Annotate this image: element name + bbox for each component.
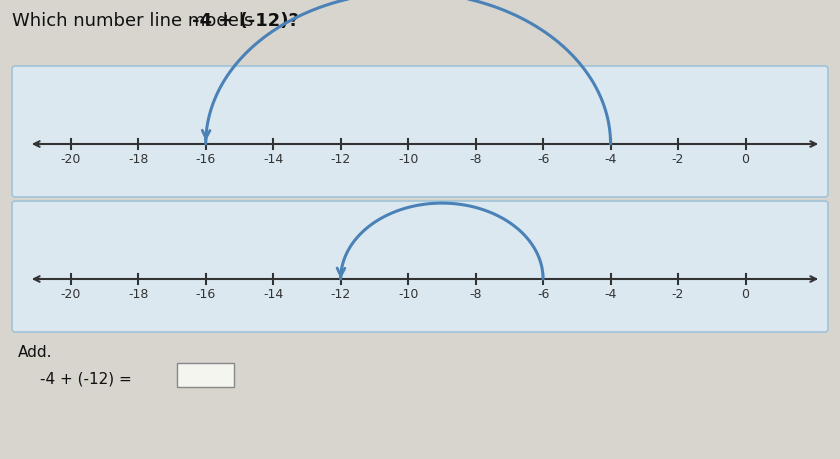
- Text: -16: -16: [196, 153, 216, 166]
- Text: -6: -6: [537, 287, 549, 300]
- FancyBboxPatch shape: [177, 363, 234, 387]
- Text: -8: -8: [470, 153, 482, 166]
- Text: -18: -18: [128, 153, 149, 166]
- Text: -8: -8: [470, 287, 482, 300]
- Text: -4: -4: [604, 153, 617, 166]
- Text: -4 + (-12) =: -4 + (-12) =: [40, 371, 132, 386]
- Text: -20: -20: [60, 287, 81, 300]
- Text: -6: -6: [537, 153, 549, 166]
- Text: -2: -2: [672, 153, 685, 166]
- Text: -14: -14: [263, 153, 283, 166]
- Text: 0: 0: [742, 153, 749, 166]
- Text: -12: -12: [330, 287, 351, 300]
- Text: -16: -16: [196, 287, 216, 300]
- Text: Add.: Add.: [18, 344, 52, 359]
- Text: -10: -10: [398, 153, 418, 166]
- Text: -4 + (-12)?: -4 + (-12)?: [192, 12, 299, 30]
- FancyBboxPatch shape: [12, 67, 828, 197]
- Text: 0: 0: [742, 287, 749, 300]
- FancyBboxPatch shape: [12, 202, 828, 332]
- Text: -4: -4: [604, 287, 617, 300]
- Text: -18: -18: [128, 287, 149, 300]
- Text: -14: -14: [263, 287, 283, 300]
- Text: -2: -2: [672, 287, 685, 300]
- Text: -10: -10: [398, 287, 418, 300]
- Text: Which number line models: Which number line models: [12, 12, 259, 30]
- Text: -20: -20: [60, 153, 81, 166]
- Text: -12: -12: [330, 153, 351, 166]
